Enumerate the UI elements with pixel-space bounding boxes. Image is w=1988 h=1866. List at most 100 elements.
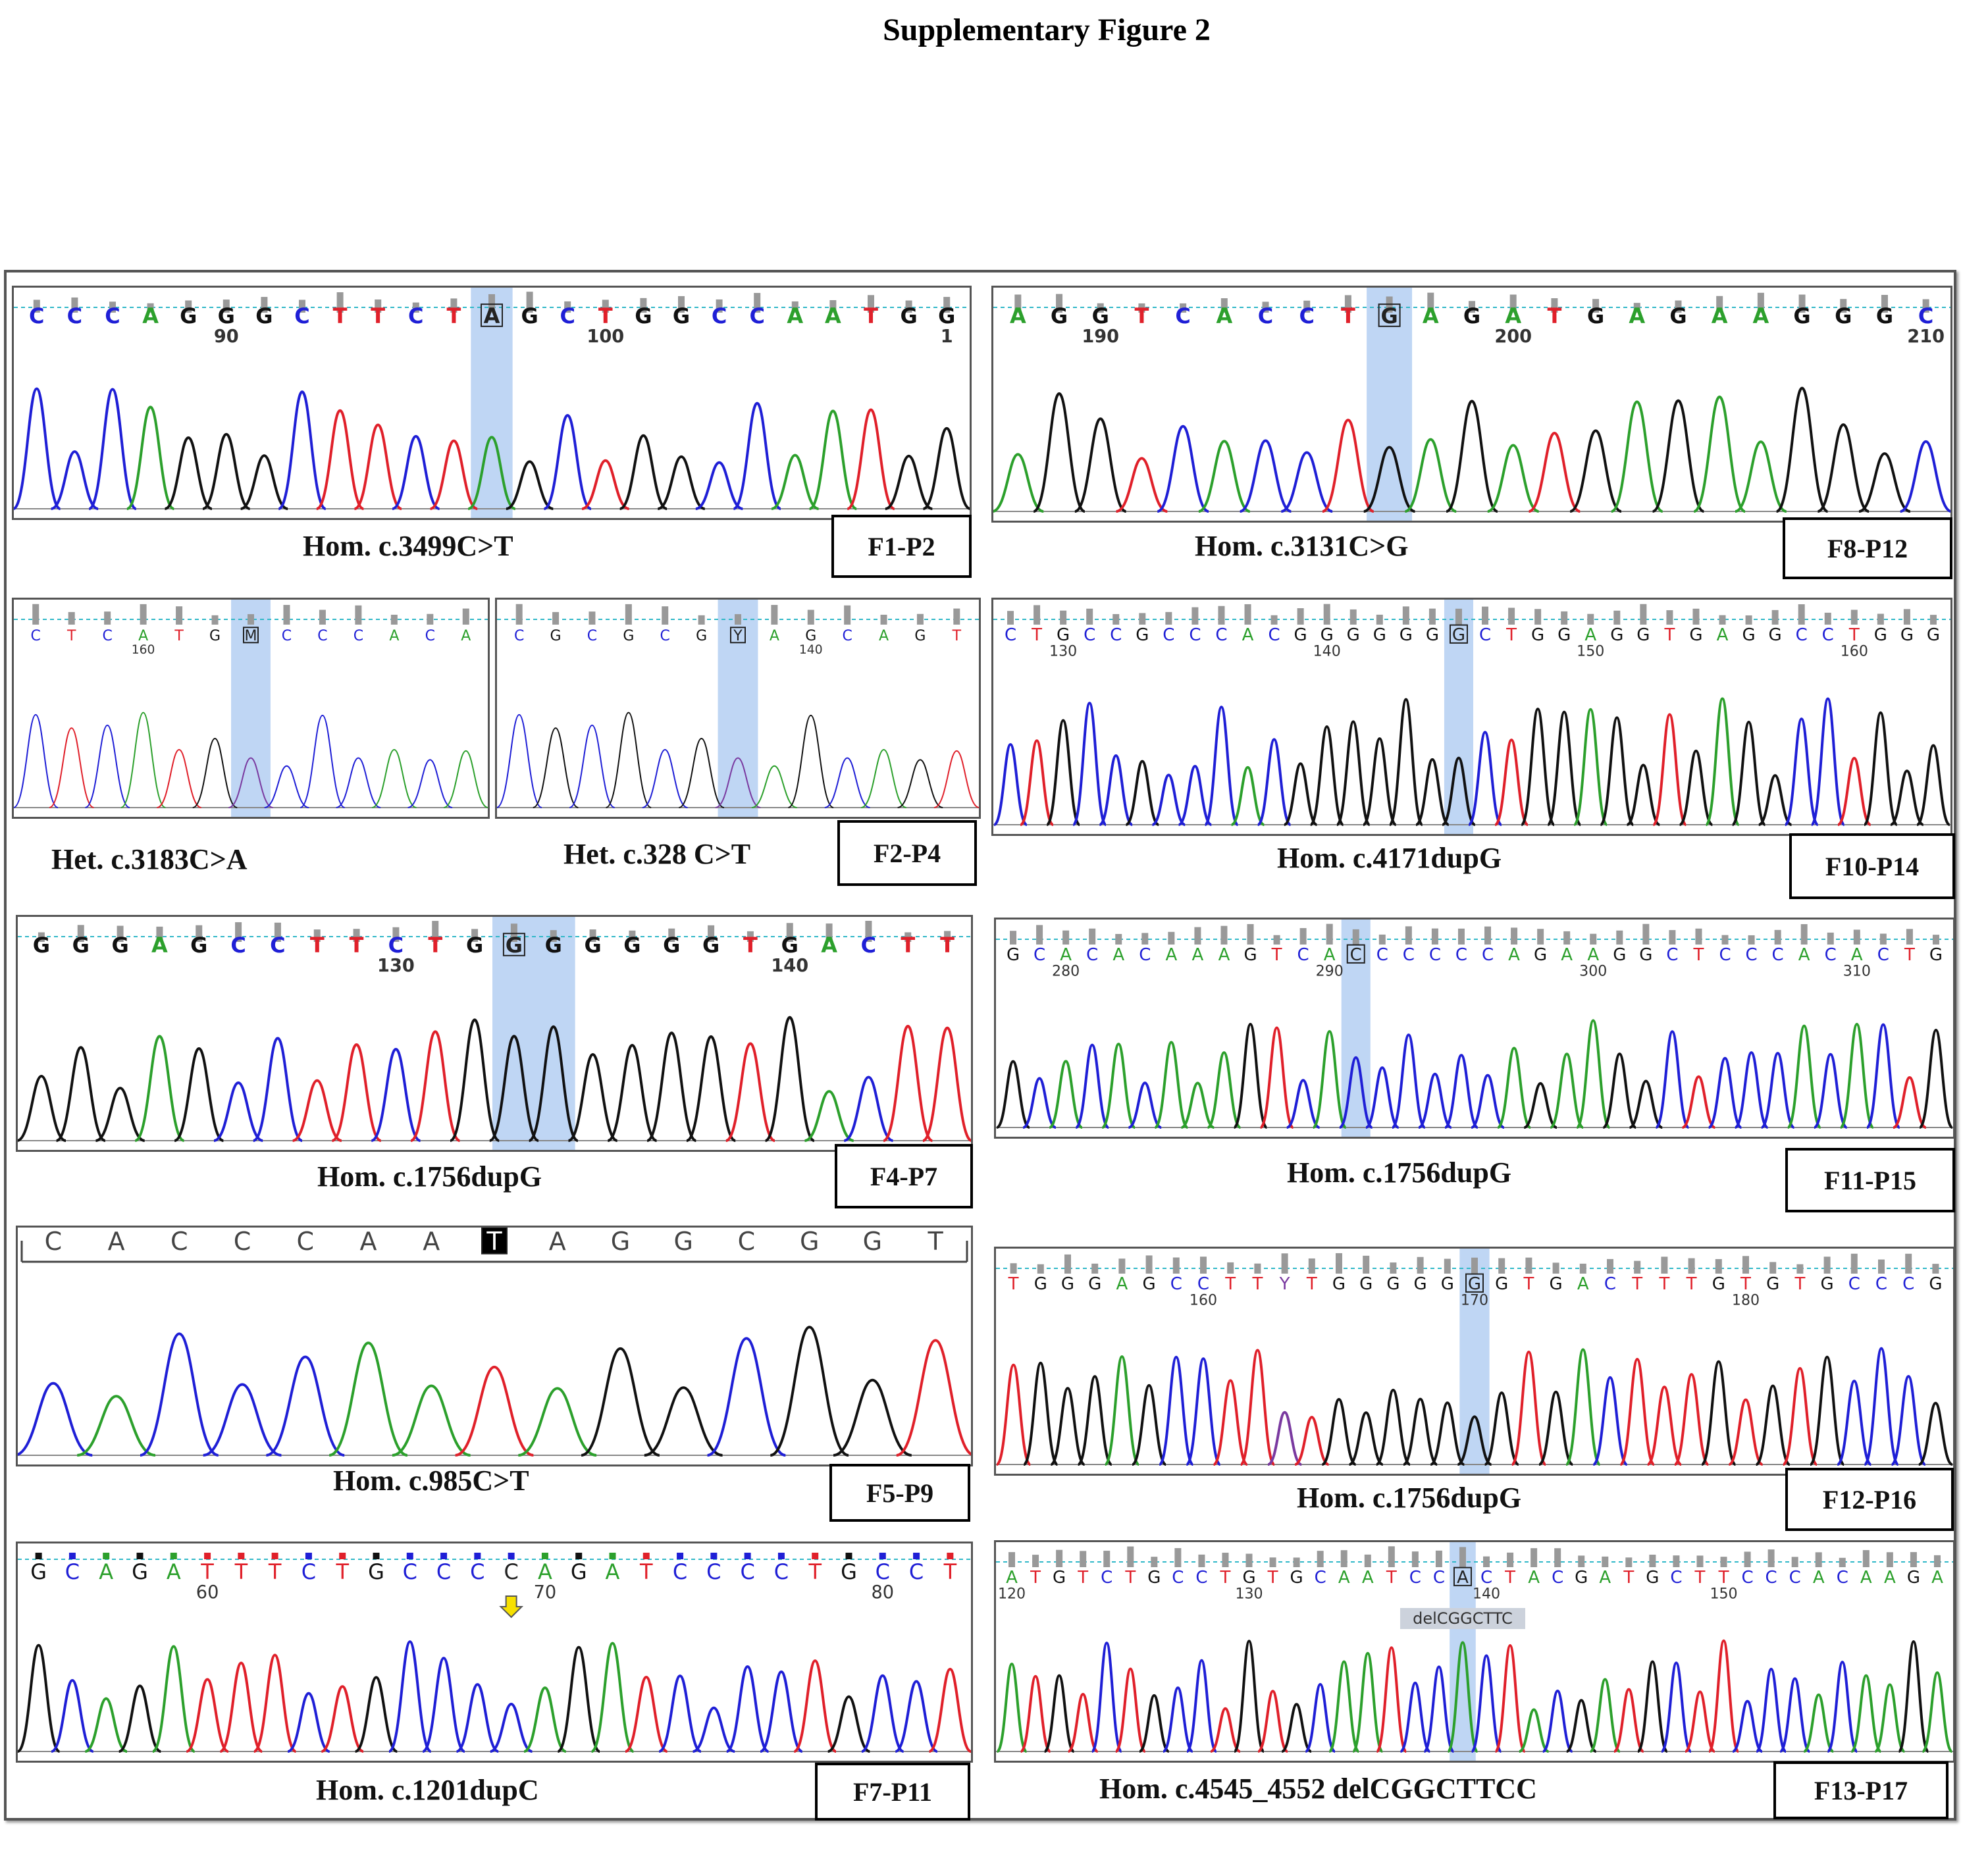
quality-bar xyxy=(1719,615,1726,625)
trace-peak xyxy=(49,727,94,808)
base-call: A xyxy=(1587,945,1599,965)
base-call: A xyxy=(879,628,889,644)
base-call: G xyxy=(1742,625,1756,645)
quality-bar xyxy=(1245,1553,1253,1567)
base-call: C xyxy=(876,1559,890,1584)
base-call: G xyxy=(1874,625,1887,645)
base-call: T xyxy=(1341,303,1355,328)
base-call: T xyxy=(1008,1274,1019,1294)
trace-peak xyxy=(1154,1041,1189,1129)
quality-bar xyxy=(1390,1262,1397,1274)
trace-peak xyxy=(95,1087,145,1142)
quality-bar xyxy=(1344,295,1351,313)
base-call: C xyxy=(425,628,435,644)
trace-peak xyxy=(581,1347,660,1457)
base-call: A xyxy=(1423,303,1439,328)
trace-peak xyxy=(1090,1642,1123,1753)
trace-peak xyxy=(1045,719,1081,826)
quality-bar xyxy=(1906,929,1913,945)
quality-bar xyxy=(1509,294,1517,313)
base-call: A xyxy=(1192,945,1204,965)
trace-peak xyxy=(1589,1678,1621,1753)
trace-peak xyxy=(528,1025,579,1142)
base-call: G xyxy=(132,1559,148,1584)
base-call: G xyxy=(663,933,680,958)
base-call: G xyxy=(1332,1274,1346,1294)
base-call: A xyxy=(1216,303,1232,328)
base-call: G xyxy=(180,303,197,328)
base-call: C xyxy=(301,1559,316,1584)
base-call: T xyxy=(639,1559,653,1584)
trace-peak xyxy=(1259,1026,1295,1129)
quality-bar xyxy=(1823,1257,1831,1274)
trace-peak xyxy=(1803,1693,1835,1753)
trace-peak xyxy=(1074,417,1127,513)
trace-peak xyxy=(993,453,1044,513)
trace-peak xyxy=(1760,1052,1795,1129)
trace-peak xyxy=(388,1640,432,1753)
quality-bar xyxy=(508,1553,515,1559)
base-call: C xyxy=(1837,1568,1848,1588)
quality-bar xyxy=(1299,928,1307,945)
trace-peak xyxy=(1101,1043,1136,1129)
quality-bar xyxy=(1530,1548,1538,1567)
trace-peak xyxy=(265,1355,345,1457)
base-call: T xyxy=(335,1559,349,1584)
base-call: G xyxy=(1927,625,1940,645)
quality-bar xyxy=(1745,615,1752,625)
base-call: G xyxy=(1613,945,1626,965)
trace-peak xyxy=(354,1676,398,1753)
base-call: G xyxy=(1452,625,1465,645)
base-call: A xyxy=(151,933,168,958)
trace-peak xyxy=(1629,1079,1663,1129)
trace-peak xyxy=(569,724,615,808)
quality-bar xyxy=(1692,608,1700,625)
trace-peak xyxy=(278,390,327,510)
base-call: G xyxy=(466,933,483,958)
trace-peak xyxy=(644,1386,723,1457)
trace-peak xyxy=(1138,1694,1170,1753)
base-call: G xyxy=(805,628,816,644)
base-call: G xyxy=(571,1559,587,1584)
quality-bar xyxy=(104,611,111,625)
position-tick-label: 130 xyxy=(1235,1585,1263,1602)
quality-bar xyxy=(1431,928,1438,945)
quality-bar xyxy=(1115,933,1122,945)
quality-bar xyxy=(1616,930,1623,945)
base-call: T xyxy=(940,933,955,958)
base-call: C xyxy=(738,1228,756,1256)
base-call: G xyxy=(1088,1274,1101,1294)
trace-peak xyxy=(1075,1043,1110,1129)
quality-bar xyxy=(510,923,517,942)
trace-peak xyxy=(996,1363,1032,1466)
base-call: G xyxy=(190,933,207,958)
base-call: A xyxy=(1116,1274,1128,1294)
base-call: A xyxy=(1505,303,1521,328)
base-call: G xyxy=(841,1559,857,1584)
quality-bar xyxy=(754,293,761,313)
trace-peak xyxy=(1484,1391,1519,1466)
trace-peak xyxy=(371,749,417,808)
quality-bar xyxy=(1721,935,1729,945)
quality-bar xyxy=(450,298,458,313)
trace-peak xyxy=(933,750,979,808)
quality-bar xyxy=(865,921,872,942)
trace-peak xyxy=(76,1395,156,1457)
quality-bar xyxy=(1675,300,1682,313)
quality-bar xyxy=(609,1553,616,1559)
base-call: T xyxy=(1505,625,1517,645)
position-tick-label: 210 xyxy=(1907,326,1945,347)
quality-bar xyxy=(488,294,495,313)
trace-peak xyxy=(1363,446,1416,513)
base-call: G xyxy=(635,303,652,328)
base-call: T xyxy=(1271,945,1282,965)
base-call: C xyxy=(1741,1568,1753,1588)
base-call: G xyxy=(1380,303,1398,328)
quality-bar xyxy=(1471,1257,1478,1274)
base-call: T xyxy=(66,628,76,644)
quality-bar xyxy=(1850,1253,1858,1274)
base-call: C xyxy=(514,628,524,644)
quality-bar xyxy=(261,297,268,313)
base-call: G xyxy=(33,933,50,958)
